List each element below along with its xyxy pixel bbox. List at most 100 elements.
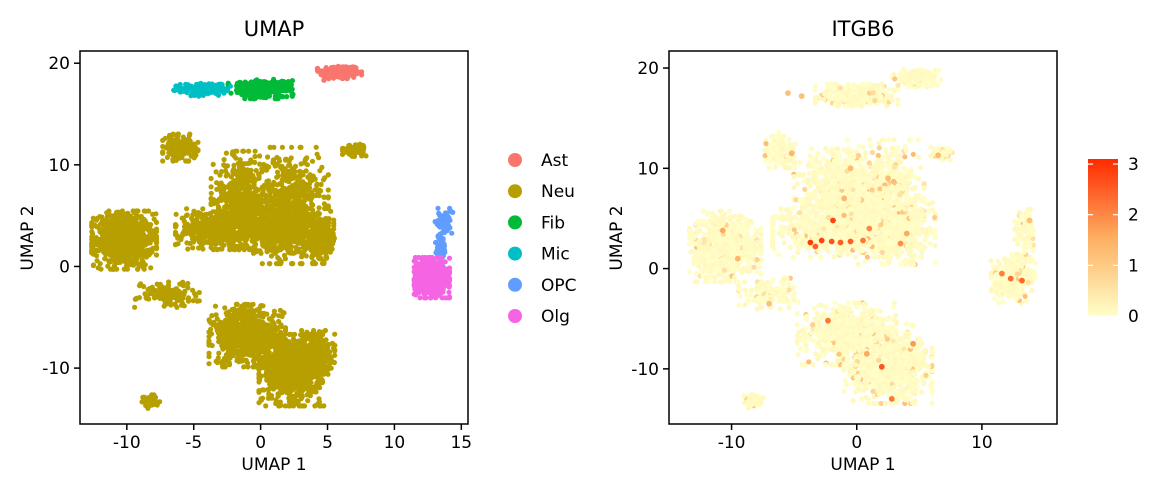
cell-point	[269, 246, 275, 253]
cell-point	[236, 164, 243, 170]
cell-point	[316, 239, 322, 245]
cell-point	[322, 205, 328, 212]
cell-point	[134, 254, 140, 260]
cell-point	[118, 249, 124, 255]
cell-point	[258, 250, 264, 256]
cell-point	[250, 337, 256, 343]
cell-point	[141, 216, 147, 222]
cell-point	[263, 196, 269, 202]
cell-point	[251, 364, 257, 370]
cell-point	[241, 352, 247, 358]
cell-point	[225, 218, 231, 224]
cell-point	[276, 156, 282, 162]
cell-point	[89, 244, 95, 250]
cell-point	[97, 229, 103, 235]
cell-point	[219, 234, 225, 240]
cell-point	[212, 303, 219, 309]
cell-point	[148, 237, 154, 243]
cell-point	[256, 350, 262, 356]
cell-point	[251, 238, 257, 244]
cell-point	[208, 244, 214, 251]
cell-point	[306, 191, 313, 198]
cell-point	[118, 231, 124, 237]
cell-point	[186, 158, 192, 164]
cell-point	[230, 342, 236, 348]
cell-point	[174, 139, 180, 145]
cell-point	[216, 350, 222, 356]
cell-point	[210, 161, 216, 167]
cell-point	[292, 189, 298, 195]
cell-point	[255, 225, 262, 231]
cell-point	[231, 321, 237, 327]
cell-point	[208, 184, 214, 190]
cell-point	[245, 193, 251, 199]
cell-point	[236, 186, 242, 192]
cell-point	[225, 238, 231, 244]
cell-point	[89, 234, 95, 240]
cell-point	[234, 349, 240, 355]
cell-point	[282, 331, 288, 337]
cell-point	[243, 212, 250, 218]
cell-point	[190, 245, 196, 251]
cell-point	[160, 158, 166, 164]
cell-point	[325, 187, 331, 193]
cell-point	[97, 243, 103, 249]
cell-point	[303, 210, 309, 216]
cell-point	[254, 193, 260, 199]
cell-point	[195, 228, 202, 235]
cell-point	[132, 224, 138, 230]
cell-point	[119, 215, 125, 221]
cell-point	[256, 171, 262, 177]
cell-point	[359, 69, 365, 75]
cell-point	[309, 158, 316, 164]
cell-point	[149, 249, 155, 255]
cell-point	[246, 324, 252, 330]
cell-point	[282, 326, 289, 332]
cell-point	[225, 211, 231, 217]
cell-point	[269, 318, 275, 324]
cell-point	[237, 244, 244, 250]
cell-point	[172, 156, 179, 162]
cell-point	[131, 245, 137, 251]
cell-point	[185, 136, 192, 142]
cell-point	[270, 238, 276, 244]
cell-point	[264, 353, 270, 359]
cell-point	[155, 293, 161, 299]
cell-point	[272, 328, 278, 334]
cell-point	[311, 259, 317, 265]
cell-point	[344, 68, 350, 74]
cell-point	[103, 251, 109, 257]
cell-point	[313, 144, 319, 150]
cell-point	[223, 150, 229, 156]
cell-point	[165, 282, 172, 288]
cell-point	[185, 280, 191, 287]
cell-point	[354, 142, 360, 148]
cell-point	[124, 266, 130, 272]
cell-point	[187, 240, 193, 246]
cell-point	[277, 307, 283, 313]
cell-point	[318, 380, 324, 386]
cell-point	[160, 149, 166, 156]
cell-point	[261, 310, 267, 316]
cell-point	[262, 342, 268, 348]
cell-point	[135, 261, 141, 267]
cell-point	[321, 260, 327, 266]
cell-point	[322, 244, 328, 250]
cell-point	[261, 324, 267, 330]
cell-point	[253, 230, 259, 236]
cell-point	[187, 223, 193, 229]
cell-point	[235, 195, 241, 201]
cell-point	[260, 242, 266, 248]
cell-point	[245, 160, 251, 167]
cell-point	[114, 214, 120, 220]
cell-point	[252, 220, 258, 226]
cell-point	[327, 236, 334, 242]
cell-point	[223, 164, 229, 170]
cell-point	[266, 394, 272, 400]
cell-point	[288, 250, 294, 256]
cell-point	[172, 224, 179, 230]
cell-point	[125, 234, 131, 240]
cell-point	[273, 384, 279, 390]
cell-point	[265, 223, 271, 229]
